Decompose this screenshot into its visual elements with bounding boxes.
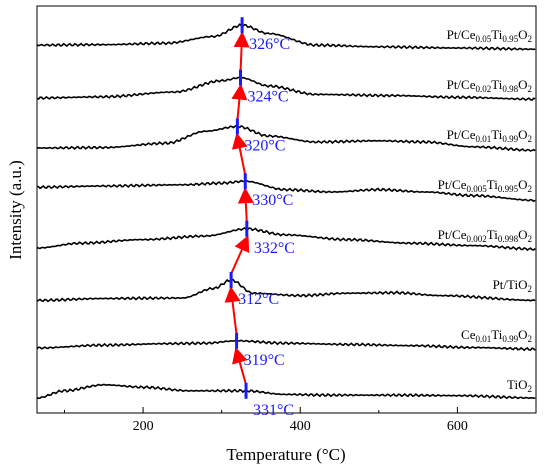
x-tick-label: 400 (290, 419, 311, 434)
arrows-group (224, 31, 254, 386)
x-tick-label: 600 (447, 419, 468, 434)
series-label: Pt/Ce0.002Ti0.998O2 (438, 227, 532, 244)
series-line (36, 23, 536, 51)
x-tick-label: 200 (133, 419, 154, 434)
series-label: Pt/TiO2 (493, 277, 532, 294)
peak-temperature-label: 320°C (244, 137, 285, 154)
peak-temperature-label: 332°C (254, 240, 295, 257)
series-line (36, 383, 536, 400)
markers-group (229, 17, 249, 399)
x-axis-label: Temperature (°C) (226, 445, 345, 464)
peak-temperature-label: 319°C (244, 352, 285, 369)
series-label: Pt/Ce0.005Ti0.995O2 (438, 177, 532, 194)
shift-arrow (231, 132, 248, 176)
series-label: Pt/Ce0.02Ti0.98O2 (447, 77, 532, 94)
shift-arrow (231, 83, 248, 121)
series-line (36, 277, 536, 303)
plot-frame (36, 5, 537, 414)
series-line (36, 76, 536, 102)
x-axis: 200 400 600 (64, 407, 537, 434)
labels-group: 326°C Pt/Ce0.05Ti0.95O2 324°C Pt/Ce0.02Ti0.… (238, 27, 532, 419)
y-axis-label: Intensity (a.u.) (6, 160, 25, 260)
shift-arrow (237, 187, 254, 223)
series-line (36, 227, 536, 252)
peak-temperature-label: 324°C (248, 89, 289, 106)
shift-arrow (232, 346, 248, 386)
shift-arrow (224, 286, 241, 335)
series-label: Ce0.01Ti0.99O2 (461, 327, 532, 344)
series-line (36, 124, 536, 152)
peak-temperature-label: 326°C (249, 36, 290, 53)
shift-arrow (230, 235, 250, 275)
peak-temperature-label: 331°C (253, 402, 294, 419)
peak-temperature-label: 312°C (238, 291, 279, 308)
series-line (36, 339, 536, 352)
peak-temperature-label: 330°C (252, 192, 293, 209)
series-label: Pt/Ce0.01Ti0.99O2 (447, 127, 532, 144)
shift-arrow (233, 31, 250, 72)
series-label: Pt/Ce0.05Ti0.95O2 (447, 27, 532, 44)
series-line (36, 179, 536, 203)
curves-group (36, 23, 536, 400)
series-label: TiO2 (507, 377, 532, 394)
